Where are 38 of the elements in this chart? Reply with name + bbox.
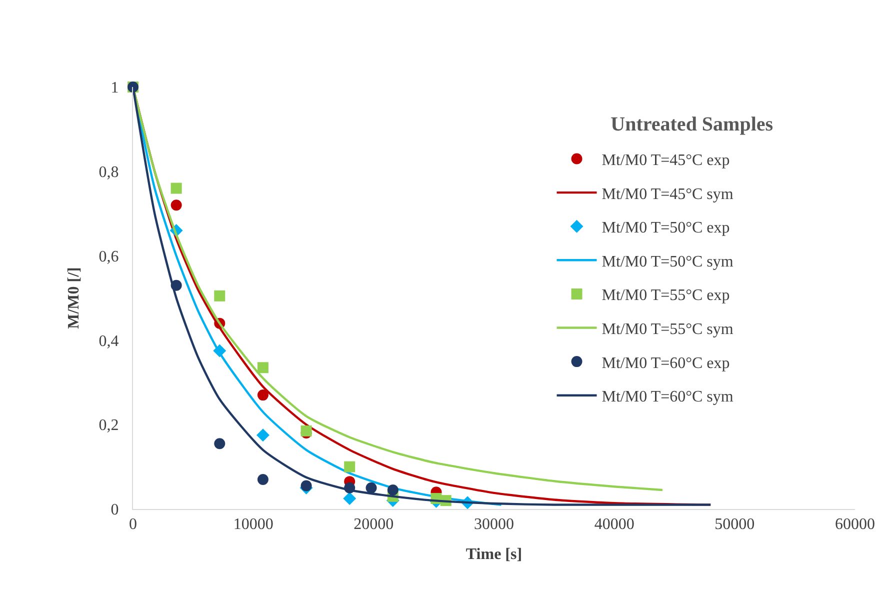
x-tick-label: 30000 <box>474 516 514 534</box>
point <box>344 461 356 472</box>
x-tick-label: 0 <box>129 516 137 534</box>
point <box>170 200 182 211</box>
y-tick-label: 0,8 <box>98 164 119 181</box>
point <box>300 480 312 492</box>
point <box>343 492 356 505</box>
legend-label: Mt/M0 T=50°C exp <box>602 220 730 237</box>
point <box>214 290 226 302</box>
y-tick-label: 0 <box>110 502 119 519</box>
point <box>257 474 268 485</box>
point <box>257 390 268 401</box>
y-tick-label: 1 <box>110 80 119 97</box>
point <box>366 482 377 494</box>
legend-label: Mt/M0 T=50°C sym <box>602 253 734 270</box>
x-tick-label: 10000 <box>233 516 274 534</box>
y-tick-label: 0,6 <box>98 248 119 266</box>
y-axis-title: M/M0 [/] <box>66 267 83 329</box>
x-axis-title: Time [s] <box>466 546 522 563</box>
y-tick-label: 0,2 <box>98 417 119 434</box>
legend-label: Mt/M0 T=55°C sym <box>602 321 734 338</box>
x-tick-label: 60000 <box>835 516 875 534</box>
legend-label: Mt/M0 T=60°C sym <box>602 388 734 406</box>
point <box>214 438 226 450</box>
x-tick-label: 20000 <box>354 516 394 534</box>
point <box>170 182 182 194</box>
legend-label: Mt/M0 T=45°C sym <box>602 186 734 203</box>
legend-label: Mt/M0 T=60°C exp <box>602 354 730 372</box>
x-tick-label: 50000 <box>714 516 755 534</box>
x-tick-label: 40000 <box>594 516 634 534</box>
point <box>257 362 268 374</box>
point <box>256 428 270 442</box>
y-tick-label: 0,4 <box>98 332 119 350</box>
point <box>300 425 312 436</box>
point <box>387 484 398 496</box>
text: Untreated Samples <box>610 114 774 136</box>
legend-label: Mt/M0 T=55°C exp <box>602 287 730 304</box>
legend-label: Mt/M0 T=45°C exp <box>602 152 730 169</box>
